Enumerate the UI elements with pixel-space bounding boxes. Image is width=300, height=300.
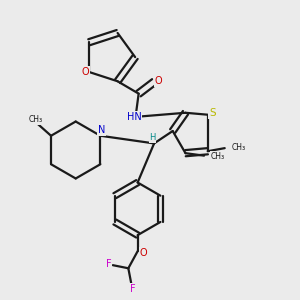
Text: O: O: [82, 67, 89, 77]
Text: F: F: [130, 284, 136, 294]
Text: CH₃: CH₃: [232, 143, 246, 152]
Text: F: F: [106, 259, 111, 269]
Text: N: N: [98, 125, 106, 135]
Text: H: H: [149, 133, 156, 142]
Text: CH₃: CH₃: [28, 115, 43, 124]
Text: O: O: [140, 248, 147, 258]
Text: O: O: [155, 76, 162, 86]
Text: HN: HN: [127, 112, 141, 122]
Text: CH₃: CH₃: [211, 152, 225, 161]
Text: S: S: [209, 108, 216, 118]
